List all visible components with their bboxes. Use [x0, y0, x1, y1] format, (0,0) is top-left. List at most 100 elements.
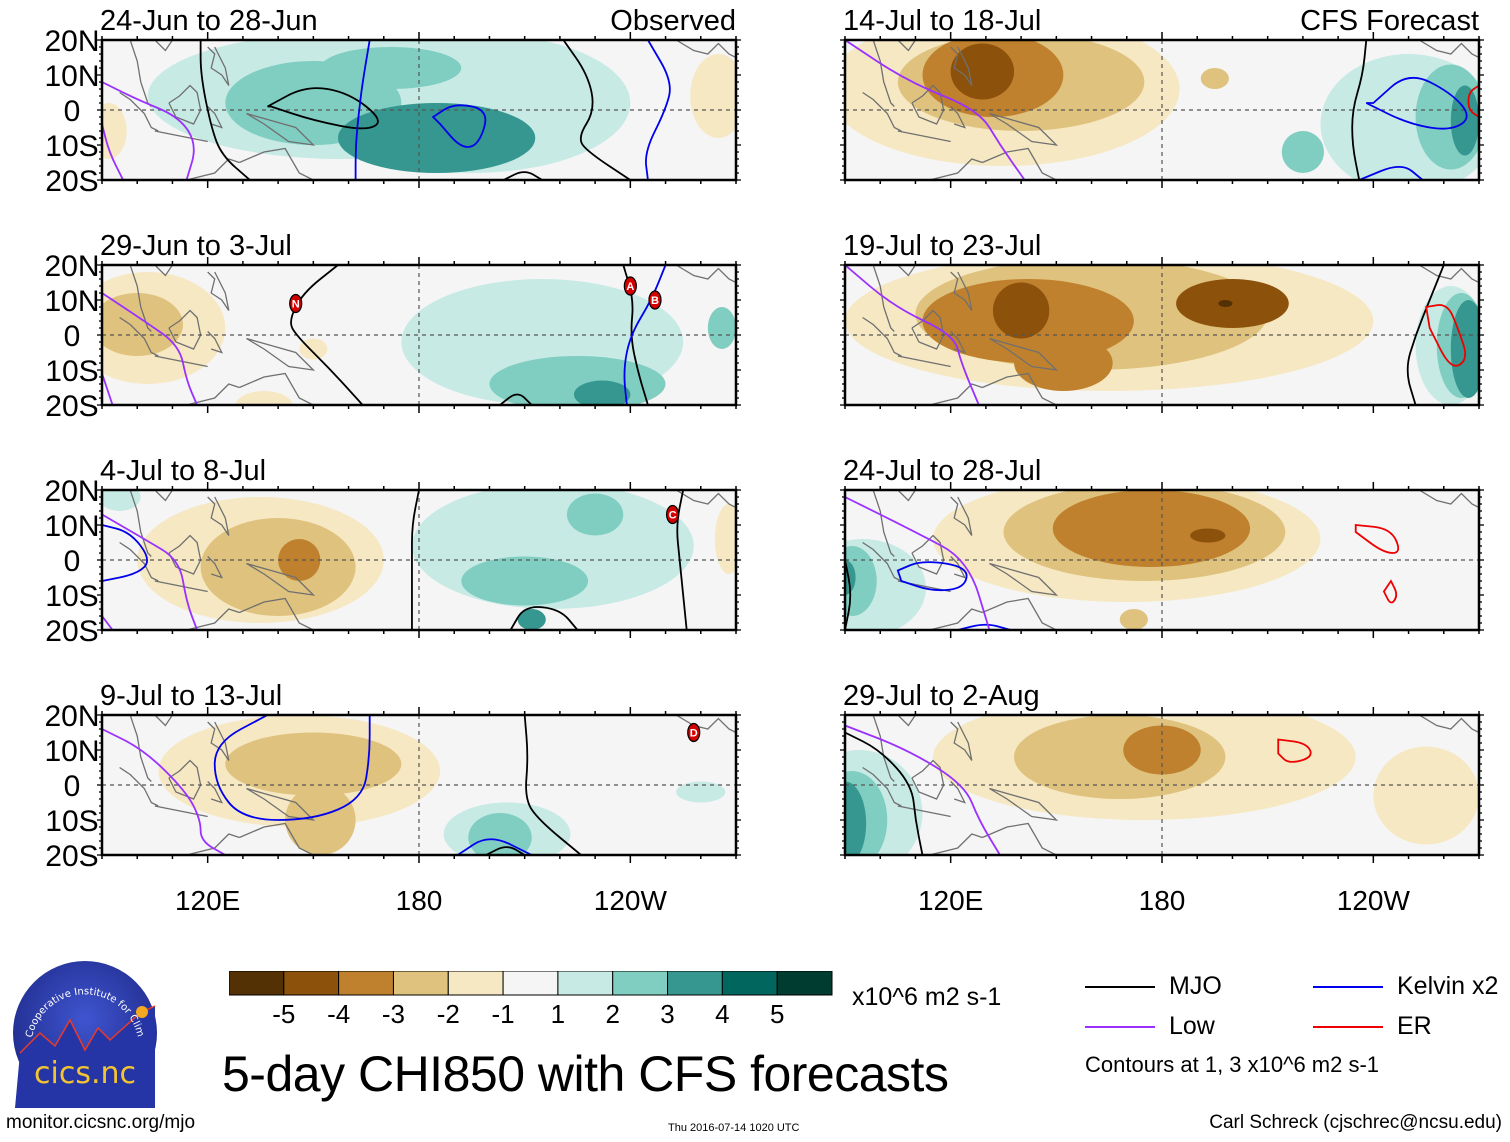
coastline — [154, 715, 173, 727]
contour-kelvin — [896, 561, 968, 592]
coastline — [1418, 715, 1479, 734]
legend-swatch-er — [1313, 1025, 1383, 1028]
colorbar: -5 -4 -3 -2 -1 1 2 3 4 5 — [229, 971, 833, 1029]
anomaly-region — [337, 103, 536, 173]
coastline — [207, 331, 224, 354]
y-tick-label: 0 — [64, 545, 81, 578]
anomaly-region — [676, 781, 726, 803]
anomaly-region — [1190, 528, 1226, 543]
contour-er — [1354, 524, 1400, 554]
coastline — [982, 147, 1057, 180]
contour-low — [845, 724, 1001, 855]
y-tick-label: 0 — [64, 770, 81, 803]
storm-label: A — [626, 281, 634, 293]
coastline — [982, 597, 1057, 630]
coastline — [207, 46, 230, 86]
storm-marker: D — [687, 722, 701, 743]
anomaly-region — [845, 781, 867, 855]
panel-fill: C — [102, 490, 736, 630]
panel-title: 24-Jul to 28-Jul — [843, 455, 1041, 487]
contour-kelvin — [354, 40, 371, 180]
coastline — [929, 383, 983, 405]
colorbar-tick-label: -1 — [492, 999, 515, 1029]
coastline — [129, 265, 152, 332]
coastline — [154, 805, 208, 818]
main-title: 5-day CHI850 with CFS forecasts — [222, 1046, 949, 1102]
colorbar-swatch — [721, 971, 778, 996]
coastline — [989, 787, 1059, 821]
x-tick-label: 120E — [918, 885, 983, 916]
anomaly-region — [278, 539, 321, 581]
legend-item-low: Low — [1085, 1012, 1215, 1041]
x-tick-label: 120W — [1337, 885, 1411, 916]
svg-text:cics.nc: cics.nc — [34, 1056, 136, 1091]
y-tick-label: 20S — [45, 840, 98, 873]
panel-p8: 120E 180 120W 29-Jul to 2-Aug — [840, 680, 1484, 916]
colorbar-tick-label: 2 — [605, 999, 619, 1029]
storm-label: N — [292, 299, 300, 311]
contour-mjo — [1351, 40, 1368, 180]
coastline — [982, 822, 1057, 855]
contour-low — [845, 40, 1026, 180]
anomaly-region — [1281, 131, 1325, 173]
coastline — [950, 46, 973, 86]
panel-fill — [845, 40, 1479, 180]
coastline — [872, 715, 895, 782]
storm-icon — [648, 290, 662, 310]
coastline — [911, 84, 945, 125]
anomaly-region — [566, 493, 624, 536]
contour-mjo — [622, 265, 649, 405]
contour-er — [1382, 579, 1398, 604]
contour-kelvin — [623, 265, 667, 405]
anomaly-region — [200, 518, 356, 616]
timestamp: Thu 2016-07-14 1020 UTC — [668, 1122, 800, 1134]
contour-kelvin — [213, 715, 371, 821]
anomaly-region — [690, 54, 736, 138]
source-url[interactable]: monitor.cicsnc.org/mjo — [6, 1112, 196, 1133]
panel-fill — [845, 715, 1479, 855]
colorbar-tick-label: 4 — [715, 999, 729, 1029]
anomaly-region — [1119, 609, 1148, 630]
storm-icon — [289, 293, 303, 314]
contour-kelvin — [431, 104, 487, 148]
coastline — [911, 534, 945, 575]
coastline — [862, 541, 902, 582]
panel-title: 19-Jul to 23-Jul — [843, 230, 1041, 262]
panel-fill: D — [102, 715, 736, 855]
coastline — [129, 490, 152, 557]
anomaly-region — [1200, 68, 1229, 89]
anomaly-region — [285, 785, 356, 855]
anomaly-region — [489, 356, 666, 405]
coastline — [246, 112, 316, 146]
coastline — [154, 40, 173, 52]
contour-low — [102, 81, 195, 180]
coastline — [897, 805, 951, 818]
contour-low — [845, 496, 991, 630]
y-tick-label: 10N — [44, 510, 99, 543]
panel-fill — [102, 40, 736, 180]
coastline — [246, 787, 316, 821]
coastline — [239, 597, 314, 630]
anomaly-region — [225, 732, 402, 796]
coastline — [897, 265, 916, 277]
panel-fill — [845, 265, 1479, 405]
coastline — [246, 562, 316, 596]
colorbar-tick-label: -2 — [437, 999, 460, 1029]
y-tick-label: 10S — [45, 130, 98, 163]
legend-item-mjo: MJO — [1085, 972, 1222, 1001]
coastline — [207, 721, 230, 761]
coastline — [950, 331, 967, 354]
coastline — [950, 721, 973, 761]
panel-p6: 19-Jul to 23-Jul — [840, 230, 1484, 413]
anomaly-region — [468, 813, 532, 855]
coastline — [950, 106, 967, 129]
contour-mjo — [267, 87, 379, 130]
anomaly-region — [573, 380, 631, 405]
colorbar-tick-label: 1 — [551, 999, 565, 1029]
colorbar-swatch — [229, 971, 285, 996]
contour-mjo — [290, 265, 364, 405]
x-tick-label: 180 — [1139, 885, 1186, 916]
storm-marker: N — [289, 293, 303, 314]
